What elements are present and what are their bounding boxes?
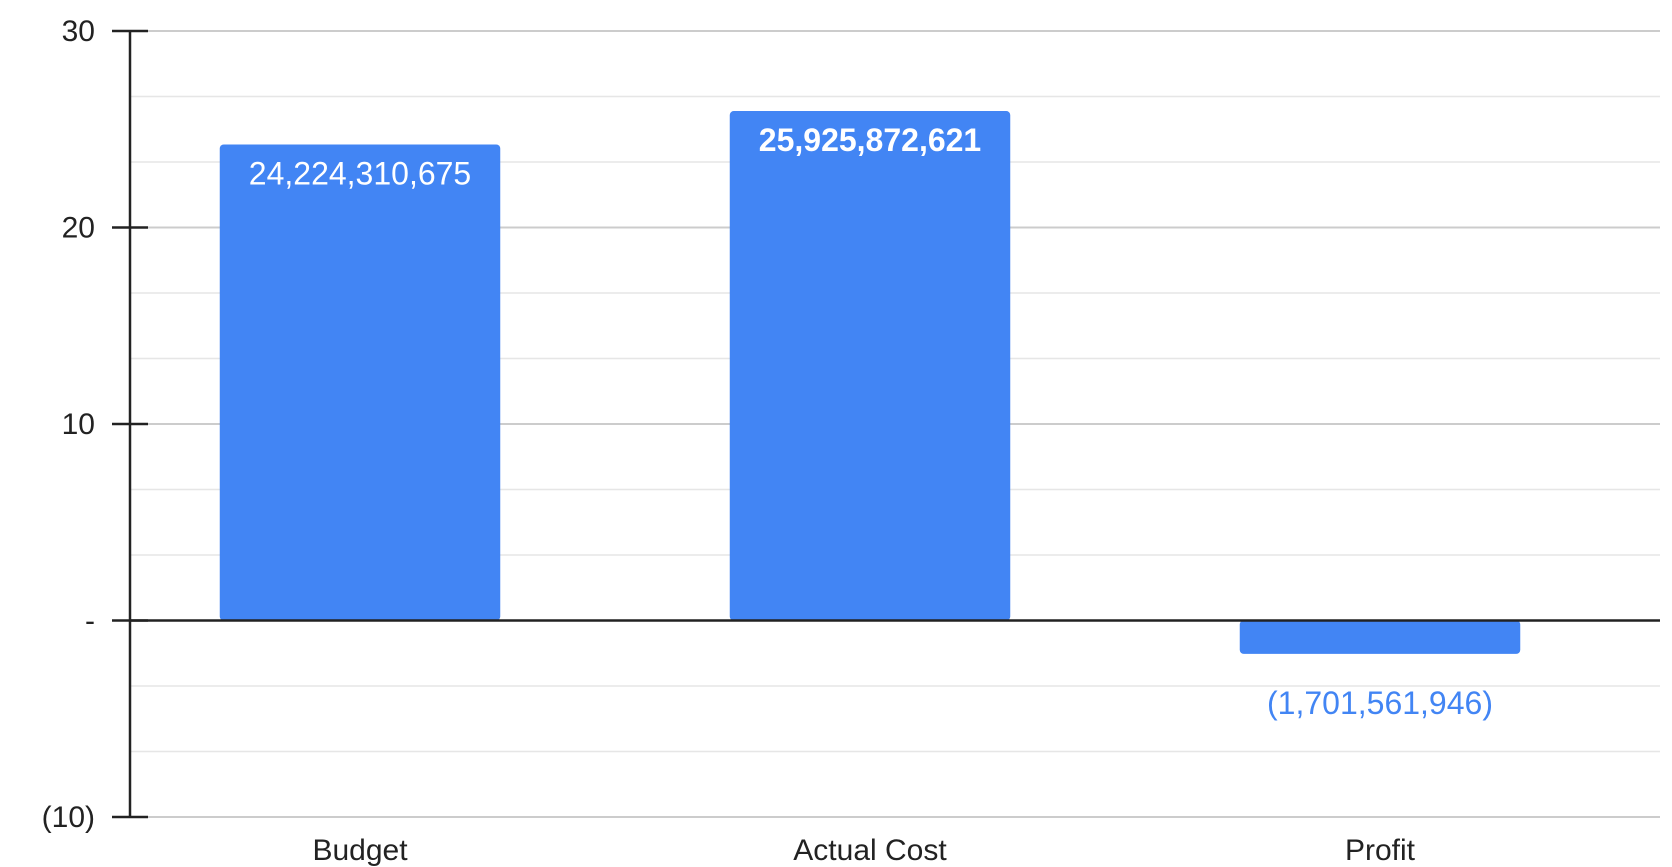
data-label: 25,925,872,621: [759, 122, 981, 158]
bar-budget[interactable]: [219, 144, 501, 621]
y-tick-label: 20: [62, 212, 95, 245]
y-tick-label: 30: [62, 15, 95, 48]
x-category-label: Profit: [1345, 834, 1416, 867]
data-label: 24,224,310,675: [249, 155, 471, 191]
y-tick-label: 10: [62, 408, 95, 441]
y-tick-label: -: [85, 605, 95, 638]
axes: [112, 29, 1660, 819]
labels: (10) - 10 20 30 24,224,310,675 Budget 25,925,87…: [42, 15, 1493, 867]
bar-actual-cost[interactable]: [729, 111, 1011, 621]
bars: [219, 111, 1521, 654]
y-tick-label: (10): [42, 801, 95, 834]
x-category-label: Actual Cost: [793, 834, 947, 867]
x-category-label: Budget: [312, 834, 408, 867]
data-label: (1,701,561,946): [1267, 685, 1493, 721]
bar-profit[interactable]: [1239, 620, 1521, 654]
